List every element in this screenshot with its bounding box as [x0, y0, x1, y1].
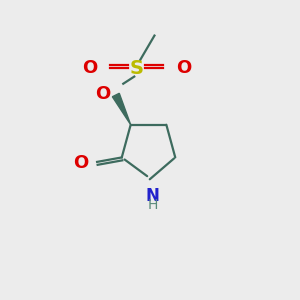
Text: O: O: [176, 59, 191, 77]
Text: N: N: [146, 187, 159, 205]
Polygon shape: [112, 93, 131, 125]
Text: O: O: [82, 59, 98, 77]
Text: O: O: [95, 85, 110, 103]
Text: S: S: [130, 59, 144, 78]
Text: O: O: [73, 154, 88, 172]
Text: H: H: [147, 198, 158, 212]
